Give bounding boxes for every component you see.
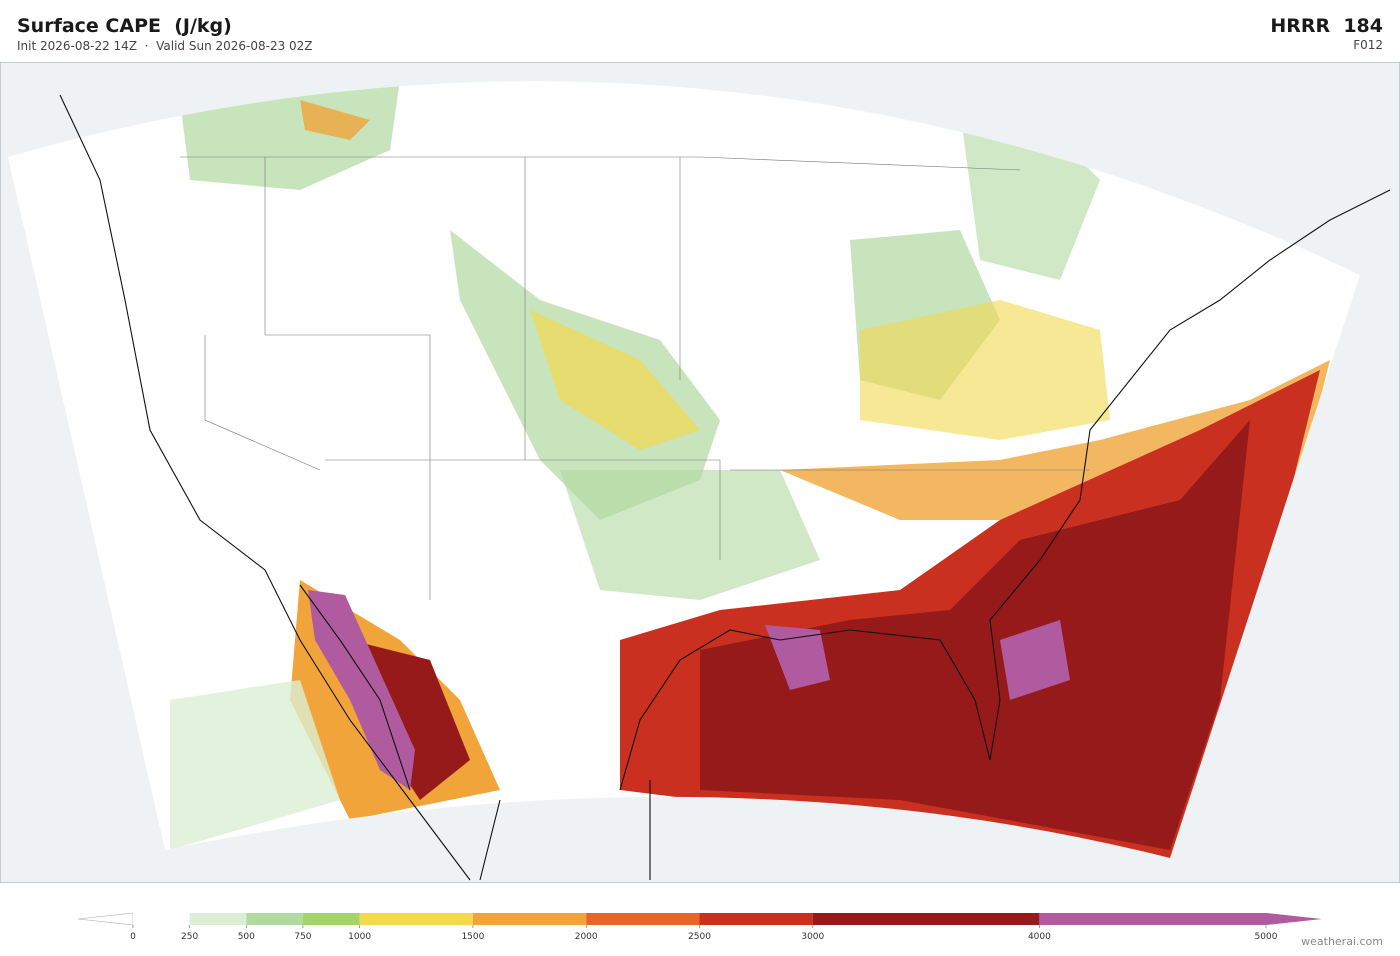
colorbar-tick-label: 1500 bbox=[461, 932, 484, 942]
colorbar-band bbox=[302, 913, 360, 925]
colorbar-tick-label: 2500 bbox=[688, 932, 711, 942]
colorbar-band bbox=[1039, 913, 1266, 925]
colorbar-tick-label: 500 bbox=[238, 932, 255, 942]
colorbar-tick-label: 0 bbox=[130, 932, 136, 942]
subtitle: Init 2026-08-22 14Z · Valid Sun 2026-08-… bbox=[17, 39, 313, 53]
colorbar-band bbox=[133, 913, 190, 925]
colorbar-tick-label: 250 bbox=[181, 932, 198, 942]
colorbar-extend-low bbox=[77, 912, 134, 926]
colorbar: 0 250 500 750 1000 1500 2000 2500 3000 4000 5000 bbox=[77, 912, 1322, 942]
colorbar-band bbox=[699, 913, 813, 925]
colorbar-tick-label: 750 bbox=[294, 932, 311, 942]
forecast-hour: F012 bbox=[1353, 38, 1383, 52]
colorbar-band bbox=[586, 913, 700, 925]
colorbar-tick-label: 1000 bbox=[348, 932, 371, 942]
coastlines bbox=[59, 94, 1391, 881]
map bbox=[0, 62, 1400, 883]
colorbar-extend-high bbox=[1266, 913, 1322, 925]
colorbar-tick-label: 4000 bbox=[1028, 932, 1051, 942]
model-label: HRRR 184 bbox=[1270, 15, 1383, 37]
watermark: weatherai.com bbox=[1301, 935, 1383, 948]
colorbar-tick-label: 2000 bbox=[575, 932, 598, 942]
title: Surface CAPE (J/kg) bbox=[17, 15, 232, 37]
colorbar-band bbox=[472, 913, 587, 925]
colorbar-band bbox=[246, 913, 303, 925]
colorbar-band bbox=[189, 913, 247, 925]
colorbar-band bbox=[812, 913, 1040, 925]
colorbar-tick-label: 5000 bbox=[1255, 932, 1278, 942]
colorbar-tick-label: 3000 bbox=[801, 932, 824, 942]
colorbar-band bbox=[359, 913, 473, 925]
state-borders bbox=[180, 156, 1090, 600]
